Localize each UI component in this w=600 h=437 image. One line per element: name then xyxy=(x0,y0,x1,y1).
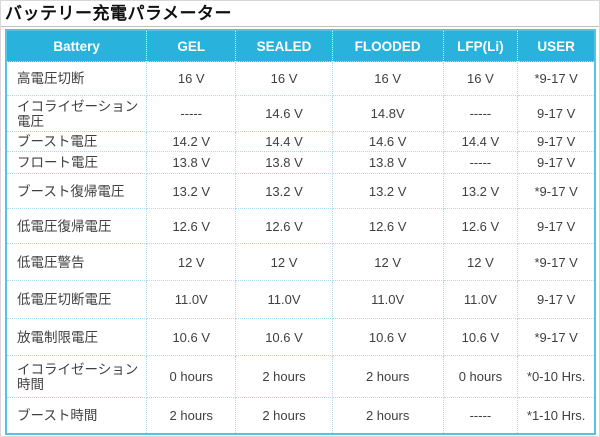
cell-lfp: 0 hours xyxy=(442,355,519,398)
cell-user: *9-17 V xyxy=(517,318,596,356)
table-row: フロート電圧 13.8 V 13.8 V 13.8 V ----- 9-17 V xyxy=(5,151,596,174)
table-row: 低電圧切断電圧 11.0V 11.0V 11.0V 11.0V 9-17 V xyxy=(5,280,596,319)
cell-user: 9-17 V xyxy=(517,95,596,132)
cell-gel: 14.2 V xyxy=(146,131,237,152)
cell-user: 9-17 V xyxy=(517,151,596,174)
header-user: USER xyxy=(517,30,595,62)
table-row: 低電圧警告 12 V 12 V 12 V 12 V *9-17 V xyxy=(5,243,596,281)
cell-flooded: 12 V xyxy=(331,243,444,281)
row-label: 低電圧切断電圧 xyxy=(5,280,148,319)
cell-gel: 10.6 V xyxy=(146,318,237,356)
cell-lfp: ----- xyxy=(442,397,519,434)
cell-lfp: 12 V xyxy=(442,243,519,281)
cell-sealed: 2 hours xyxy=(235,355,333,398)
cell-user: *9-17 V xyxy=(517,61,596,96)
row-label: ブースト時間 xyxy=(5,397,148,434)
cell-sealed: 14.4 V xyxy=(235,131,333,152)
cell-user: *0-10 Hrs. xyxy=(517,355,596,398)
cell-sealed: 16 V xyxy=(235,61,333,96)
header-gel: GEL xyxy=(146,30,236,62)
row-label: ブースト電圧 xyxy=(5,131,148,152)
cell-gel: 0 hours xyxy=(146,355,237,398)
cell-sealed: 13.2 V xyxy=(235,173,333,209)
cell-flooded: 14.6 V xyxy=(331,131,444,152)
header-lfp: LFP(Li) xyxy=(442,30,518,62)
row-label: ブースト復帰電圧 xyxy=(5,173,148,209)
table-header: Battery GEL SEALED FLOODED LFP(Li) USER xyxy=(6,30,595,62)
row-label: フロート電圧 xyxy=(5,151,148,174)
row-label: 低電圧復帰電圧 xyxy=(5,208,148,244)
cell-lfp: ----- xyxy=(442,151,519,174)
row-label: 放電制限電圧 xyxy=(5,318,148,356)
battery-parameters-table: Battery GEL SEALED FLOODED LFP(Li) USER … xyxy=(5,29,596,435)
cell-lfp: 13.2 V xyxy=(442,173,519,209)
cell-gel: ----- xyxy=(146,95,237,132)
cell-gel: 11.0V xyxy=(146,280,237,319)
cell-user: *9-17 V xyxy=(517,243,596,281)
table-row: 放電制限電圧 10.6 V 10.6 V 10.6 V 10.6 V *9-17… xyxy=(5,318,596,356)
cell-user: 9-17 V xyxy=(517,280,596,319)
table-body: 高電圧切断 16 V 16 V 16 V 16 V *9-17 V イコライゼー… xyxy=(5,61,596,434)
cell-flooded: 2 hours xyxy=(331,397,444,434)
cell-gel: 12.6 V xyxy=(146,208,237,244)
row-label: イコライゼーション電圧 xyxy=(5,95,148,132)
cell-flooded: 16 V xyxy=(331,61,444,96)
cell-lfp: 12.6 V xyxy=(442,208,519,244)
header-flooded: FLOODED xyxy=(331,30,444,62)
cell-gel: 13.2 V xyxy=(146,173,237,209)
cell-gel: 16 V xyxy=(146,61,237,96)
cell-sealed: 12.6 V xyxy=(235,208,333,244)
table-row: ブースト電圧 14.2 V 14.4 V 14.6 V 14.4 V 9-17 … xyxy=(5,131,596,152)
header-sealed: SEALED xyxy=(235,30,333,62)
table-row: イコライゼーション電圧 ----- 14.6 V 14.8V ----- 9-1… xyxy=(5,95,596,132)
cell-lfp: 10.6 V xyxy=(442,318,519,356)
cell-user: *9-17 V xyxy=(517,173,596,209)
cell-gel: 12 V xyxy=(146,243,237,281)
cell-gel: 13.8 V xyxy=(146,151,237,174)
table-row: 高電圧切断 16 V 16 V 16 V 16 V *9-17 V xyxy=(5,61,596,96)
table-row: ブースト時間 2 hours 2 hours 2 hours ----- *1-… xyxy=(5,397,596,434)
table-row: 低電圧復帰電圧 12.6 V 12.6 V 12.6 V 12.6 V 9-17… xyxy=(5,208,596,244)
table-row: イコライゼーション時間 0 hours 2 hours 2 hours 0 ho… xyxy=(5,355,596,398)
cell-gel: 2 hours xyxy=(146,397,237,434)
cell-flooded: 13.8 V xyxy=(331,151,444,174)
row-label: 高電圧切断 xyxy=(5,61,148,96)
cell-flooded: 14.8V xyxy=(331,95,444,132)
cell-flooded: 11.0V xyxy=(331,280,444,319)
cell-sealed: 13.8 V xyxy=(235,151,333,174)
cell-sealed: 11.0V xyxy=(235,280,333,319)
header-row: Battery GEL SEALED FLOODED LFP(Li) USER xyxy=(6,30,595,62)
cell-flooded: 10.6 V xyxy=(331,318,444,356)
cell-lfp: 16 V xyxy=(442,61,519,96)
cell-sealed: 2 hours xyxy=(235,397,333,434)
cell-user: 9-17 V xyxy=(517,208,596,244)
table-row: ブースト復帰電圧 13.2 V 13.2 V 13.2 V 13.2 V *9-… xyxy=(5,173,596,209)
header-battery: Battery xyxy=(6,30,147,62)
cell-sealed: 12 V xyxy=(235,243,333,281)
cell-sealed: 10.6 V xyxy=(235,318,333,356)
cell-lfp: 11.0V xyxy=(442,280,519,319)
row-label: 低電圧警告 xyxy=(5,243,148,281)
cell-flooded: 13.2 V xyxy=(331,173,444,209)
cell-flooded: 2 hours xyxy=(331,355,444,398)
row-label: イコライゼーション時間 xyxy=(5,355,148,398)
cell-lfp: ----- xyxy=(442,95,519,132)
cell-flooded: 12.6 V xyxy=(331,208,444,244)
page-title: バッテリー充電パラメーター xyxy=(1,1,599,27)
cell-lfp: 14.4 V xyxy=(442,131,519,152)
cell-user: 9-17 V xyxy=(517,131,596,152)
cell-user: *1-10 Hrs. xyxy=(517,397,596,434)
cell-sealed: 14.6 V xyxy=(235,95,333,132)
